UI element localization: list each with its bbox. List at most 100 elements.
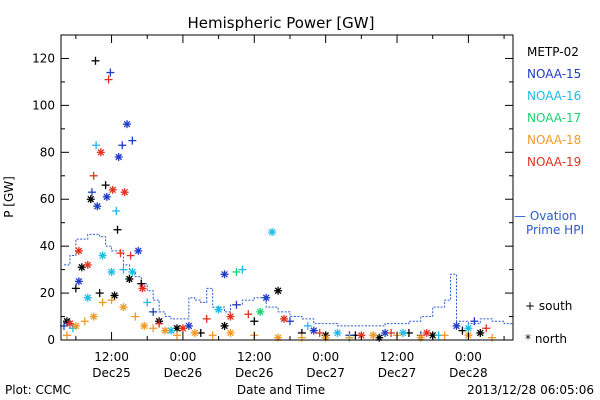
data-point-north (309, 326, 318, 335)
series-noaa-19 (65, 75, 491, 340)
x-axis: 12:00 Dec25 0:00 Dec26 12:00 Dec26 0:00 Dec27 12… (75, 35, 505, 380)
x-tick-date-label: Dec25 (92, 366, 131, 380)
legend-entry-noaa-16: NOAA-16 (527, 89, 581, 103)
data-point-south (458, 326, 467, 335)
chart-title: Hemispheric Power [GW] (188, 14, 375, 32)
y-tick-label: 40 (40, 239, 55, 253)
x-tick-time-label: 0:00 (455, 350, 482, 364)
marker-legend-south: + south (525, 299, 572, 313)
series-noaa-16 (68, 141, 473, 340)
data-point-south (118, 141, 127, 150)
data-point-north (83, 260, 92, 269)
data-point-north (398, 328, 407, 337)
x-tick-time-label: 0:00 (312, 350, 339, 364)
data-point-north (119, 303, 128, 312)
data-point-south (155, 319, 164, 328)
series-layer (59, 56, 497, 342)
legend-entry-noaa-19: NOAA-19 (527, 155, 581, 169)
data-point-south (116, 249, 125, 258)
data-point-north (74, 246, 83, 255)
data-point-north (114, 153, 123, 161)
marker-legend-north: * north (525, 332, 567, 346)
data-point-south (440, 331, 449, 340)
y-axis-label: P [GW] (2, 176, 16, 218)
data-point-north (476, 328, 485, 337)
data-point-north (96, 148, 105, 157)
data-point-south (106, 68, 115, 77)
data-point-north (268, 228, 277, 237)
legend: METP-02 NOAA-15 NOAA-16 NOAA-17 NOAA-18 NOAA-… (527, 45, 581, 169)
data-point-south (482, 324, 491, 333)
data-point-north (93, 202, 102, 211)
data-point-north (369, 331, 378, 340)
data-point-south (172, 331, 181, 340)
data-point-south (119, 265, 128, 274)
data-point-south (303, 321, 312, 330)
data-point-north (280, 314, 289, 323)
data-point-north (123, 120, 132, 129)
data-point-south (238, 265, 247, 274)
data-point-north (77, 263, 86, 272)
legend-entry-noaa-15: NOAA-15 (527, 67, 581, 81)
data-point-south (91, 56, 100, 65)
data-point-south (232, 267, 241, 276)
y-tick-label: 20 (40, 286, 55, 300)
data-point-north (120, 188, 129, 197)
series-noaa-15 (59, 68, 479, 340)
x-tick-time-label: 12:00 (94, 350, 129, 364)
plot-frame (60, 34, 514, 341)
data-point-south (128, 136, 137, 145)
data-point-north (108, 185, 117, 194)
data-point-south (92, 141, 101, 150)
data-point-south (244, 310, 253, 319)
data-point-north (184, 321, 193, 330)
data-point-north (256, 307, 265, 316)
data-point-south (89, 171, 98, 180)
y-tick-label: 120 (32, 51, 55, 65)
data-point-south (101, 181, 110, 190)
data-point-north (102, 192, 111, 201)
data-point-north (178, 324, 187, 333)
x-tick-date-label: Dec27 (378, 366, 417, 380)
data-point-north (464, 324, 473, 333)
data-point-north (86, 195, 95, 204)
data-point-south (87, 188, 96, 197)
data-point-south (98, 298, 107, 307)
x-tick-time-label: 0:00 (169, 350, 196, 364)
data-point-north (71, 321, 80, 330)
footer-credit: Plot: CCMC (5, 383, 71, 397)
x-tick-date-label: Dec26 (235, 366, 274, 380)
data-point-north (128, 267, 137, 276)
x-tick-date-label: Dec27 (306, 366, 345, 380)
data-point-south (126, 251, 135, 260)
data-point-north (333, 328, 342, 337)
data-point-north (226, 312, 235, 321)
data-point-north (89, 312, 98, 321)
data-point-north (140, 321, 149, 330)
data-point-north (161, 326, 170, 335)
data-point-north (274, 286, 283, 295)
data-point-south (95, 289, 104, 298)
data-point-south (470, 317, 479, 326)
data-point-south (315, 328, 324, 337)
data-point-south (143, 298, 152, 307)
data-point-south (250, 317, 259, 326)
data-point-north (220, 321, 229, 330)
data-point-south (149, 324, 158, 333)
data-point-south (131, 312, 140, 321)
data-point-south (107, 296, 116, 305)
data-point-north (381, 328, 390, 337)
data-point-north (422, 328, 431, 337)
data-point-south (112, 206, 121, 215)
data-point-north (107, 267, 116, 276)
legend-entry-metp-02: METP-02 (527, 45, 579, 59)
data-point-north (226, 328, 235, 337)
data-point-north (138, 284, 147, 293)
legend-entry-noaa-17: NOAA-17 (527, 111, 581, 125)
data-point-north (190, 328, 199, 337)
data-point-south (113, 225, 122, 234)
data-point-south (208, 331, 217, 340)
plot-area (59, 56, 513, 342)
data-point-south (285, 317, 294, 326)
